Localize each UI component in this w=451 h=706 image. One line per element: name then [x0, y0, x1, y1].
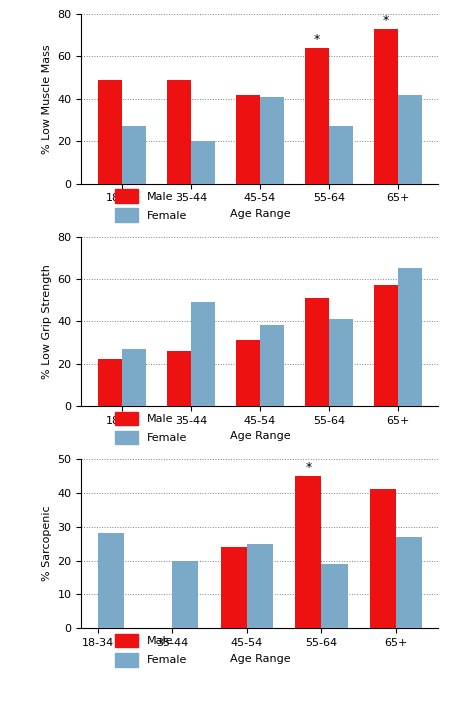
Bar	[373, 29, 397, 184]
Text: *: *	[304, 461, 311, 474]
Bar	[235, 95, 259, 184]
Bar	[121, 126, 146, 184]
Bar	[259, 97, 283, 184]
Bar	[166, 351, 190, 406]
Text: *: *	[382, 14, 388, 27]
X-axis label: Age Range: Age Range	[229, 654, 290, 664]
Bar	[190, 141, 215, 184]
Legend: Male, Female: Male, Female	[115, 412, 187, 444]
Bar	[373, 285, 397, 406]
Legend: Male, Female: Male, Female	[115, 634, 187, 666]
Bar	[97, 80, 121, 184]
Bar	[97, 534, 124, 628]
Bar	[172, 561, 198, 628]
Bar	[220, 547, 246, 628]
Y-axis label: % Sarcopenic: % Sarcopenic	[42, 505, 52, 582]
Bar	[166, 80, 190, 184]
Bar	[397, 95, 421, 184]
Bar	[121, 349, 146, 406]
Legend: Male, Female: Male, Female	[115, 189, 187, 222]
Bar	[304, 48, 328, 184]
Bar	[395, 537, 421, 628]
Bar	[304, 298, 328, 406]
Bar	[328, 319, 352, 406]
Bar	[328, 126, 352, 184]
Bar	[190, 302, 215, 406]
X-axis label: Age Range: Age Range	[229, 431, 290, 441]
Bar	[259, 325, 283, 406]
X-axis label: Age Range: Age Range	[229, 209, 290, 219]
Y-axis label: % Low Muscle Mass: % Low Muscle Mass	[42, 44, 52, 154]
Bar	[97, 359, 121, 406]
Y-axis label: % Low Grip Strength: % Low Grip Strength	[42, 264, 52, 378]
Text: *: *	[313, 33, 319, 46]
Bar	[397, 268, 421, 406]
Bar	[235, 340, 259, 406]
Bar	[321, 564, 347, 628]
Bar	[246, 544, 272, 628]
Bar	[295, 476, 321, 628]
Bar	[369, 489, 395, 628]
